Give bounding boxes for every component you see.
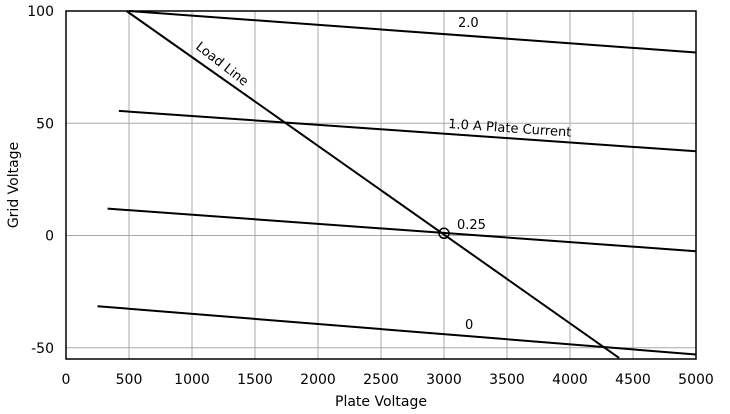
curve-label: 2.0 (458, 16, 479, 31)
curve-label: 1.0 A Plate Current (448, 117, 572, 141)
series-line (125, 10, 620, 359)
x-tick-label: 1500 (237, 372, 273, 388)
grid (66, 11, 696, 359)
series-line (128, 10, 697, 54)
plot-frame (65, 10, 697, 360)
y-tick-label: 100 (27, 4, 54, 20)
x-tick-label: 3500 (489, 372, 525, 388)
x-tick-label: 1000 (174, 372, 210, 388)
series-line (97, 305, 697, 356)
y-tick-label: 0 (45, 229, 54, 245)
x-axis-label: Plate Voltage (335, 394, 427, 410)
y-axis-label: Grid Voltage (6, 142, 22, 228)
x-tick-label: 4000 (552, 372, 588, 388)
operating-point-marker (438, 227, 450, 240)
x-tick-label: 500 (116, 372, 143, 388)
x-tick-label: 3000 (426, 372, 462, 388)
x-tick-label: 4500 (615, 372, 651, 388)
y-tick-label: 50 (36, 116, 54, 132)
curves (97, 10, 697, 359)
curve-label: 0 (465, 318, 473, 333)
x-tick-label: 2000 (300, 372, 336, 388)
x-tick-label: 0 (62, 372, 71, 388)
series-line (107, 207, 697, 253)
x-tick-label: 2500 (363, 372, 399, 388)
series-line (118, 109, 697, 153)
labels: 0 500 1000 1500 2000 2500 3000 3500 4000 4500 5000… (27, 4, 714, 388)
curve-label: 0.25 (457, 218, 486, 233)
plot-border (65, 10, 697, 360)
x-tick-label: 5000 (678, 372, 714, 388)
y-tick-label: -50 (31, 341, 54, 357)
